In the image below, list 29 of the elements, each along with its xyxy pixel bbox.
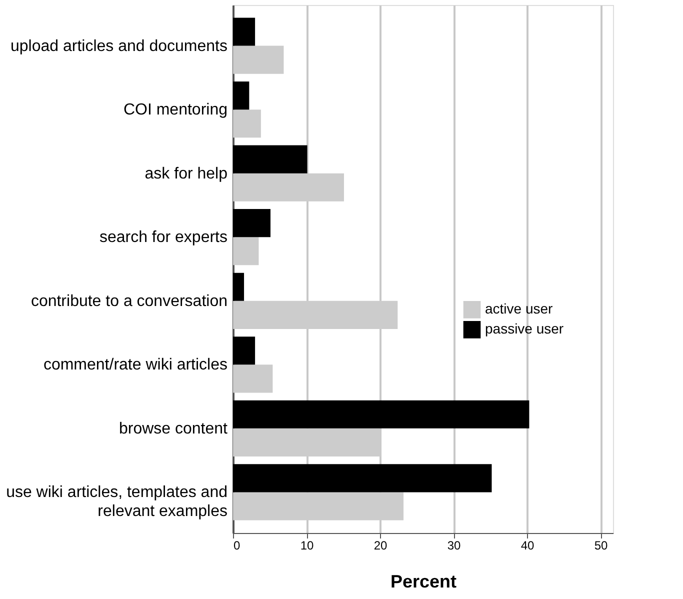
- y-tick-label: ask for help: [144, 165, 228, 182]
- bar: [233, 237, 259, 266]
- bar: [233, 209, 270, 238]
- bar: [233, 18, 256, 46]
- y-tick-label: upload articles and documents: [10, 38, 228, 55]
- y-tick-label: COI mentoring: [123, 102, 228, 119]
- bar: [233, 272, 244, 301]
- x-tick-label: 30: [447, 538, 461, 552]
- bar: [233, 82, 250, 110]
- legend-label: passive user: [485, 320, 564, 337]
- y-tick-label: contribute to a conversation: [30, 292, 228, 310]
- bar: [233, 110, 261, 138]
- bar: [233, 145, 308, 174]
- y-tick-label: comment/rate wiki articles: [43, 356, 228, 374]
- bar: [233, 400, 530, 428]
- x-tick-label: 50: [594, 538, 608, 552]
- y-tick-label: use wiki articles, templates and relevant examples: [6, 484, 228, 520]
- x-tick-label: 10: [300, 538, 314, 552]
- x-tick-label: 20: [374, 538, 388, 552]
- x-tick-label: 0: [234, 538, 240, 552]
- bar: [233, 364, 273, 393]
- x-axis-title: Percent: [390, 572, 457, 592]
- bar: [233, 46, 284, 74]
- legend-label: active user: [485, 300, 554, 317]
- bar: [233, 464, 492, 492]
- bar: [233, 336, 256, 365]
- x-tick-label: 40: [520, 538, 534, 552]
- y-tick-label: browse content: [118, 420, 228, 438]
- y-tick-label: search for experts: [99, 229, 228, 246]
